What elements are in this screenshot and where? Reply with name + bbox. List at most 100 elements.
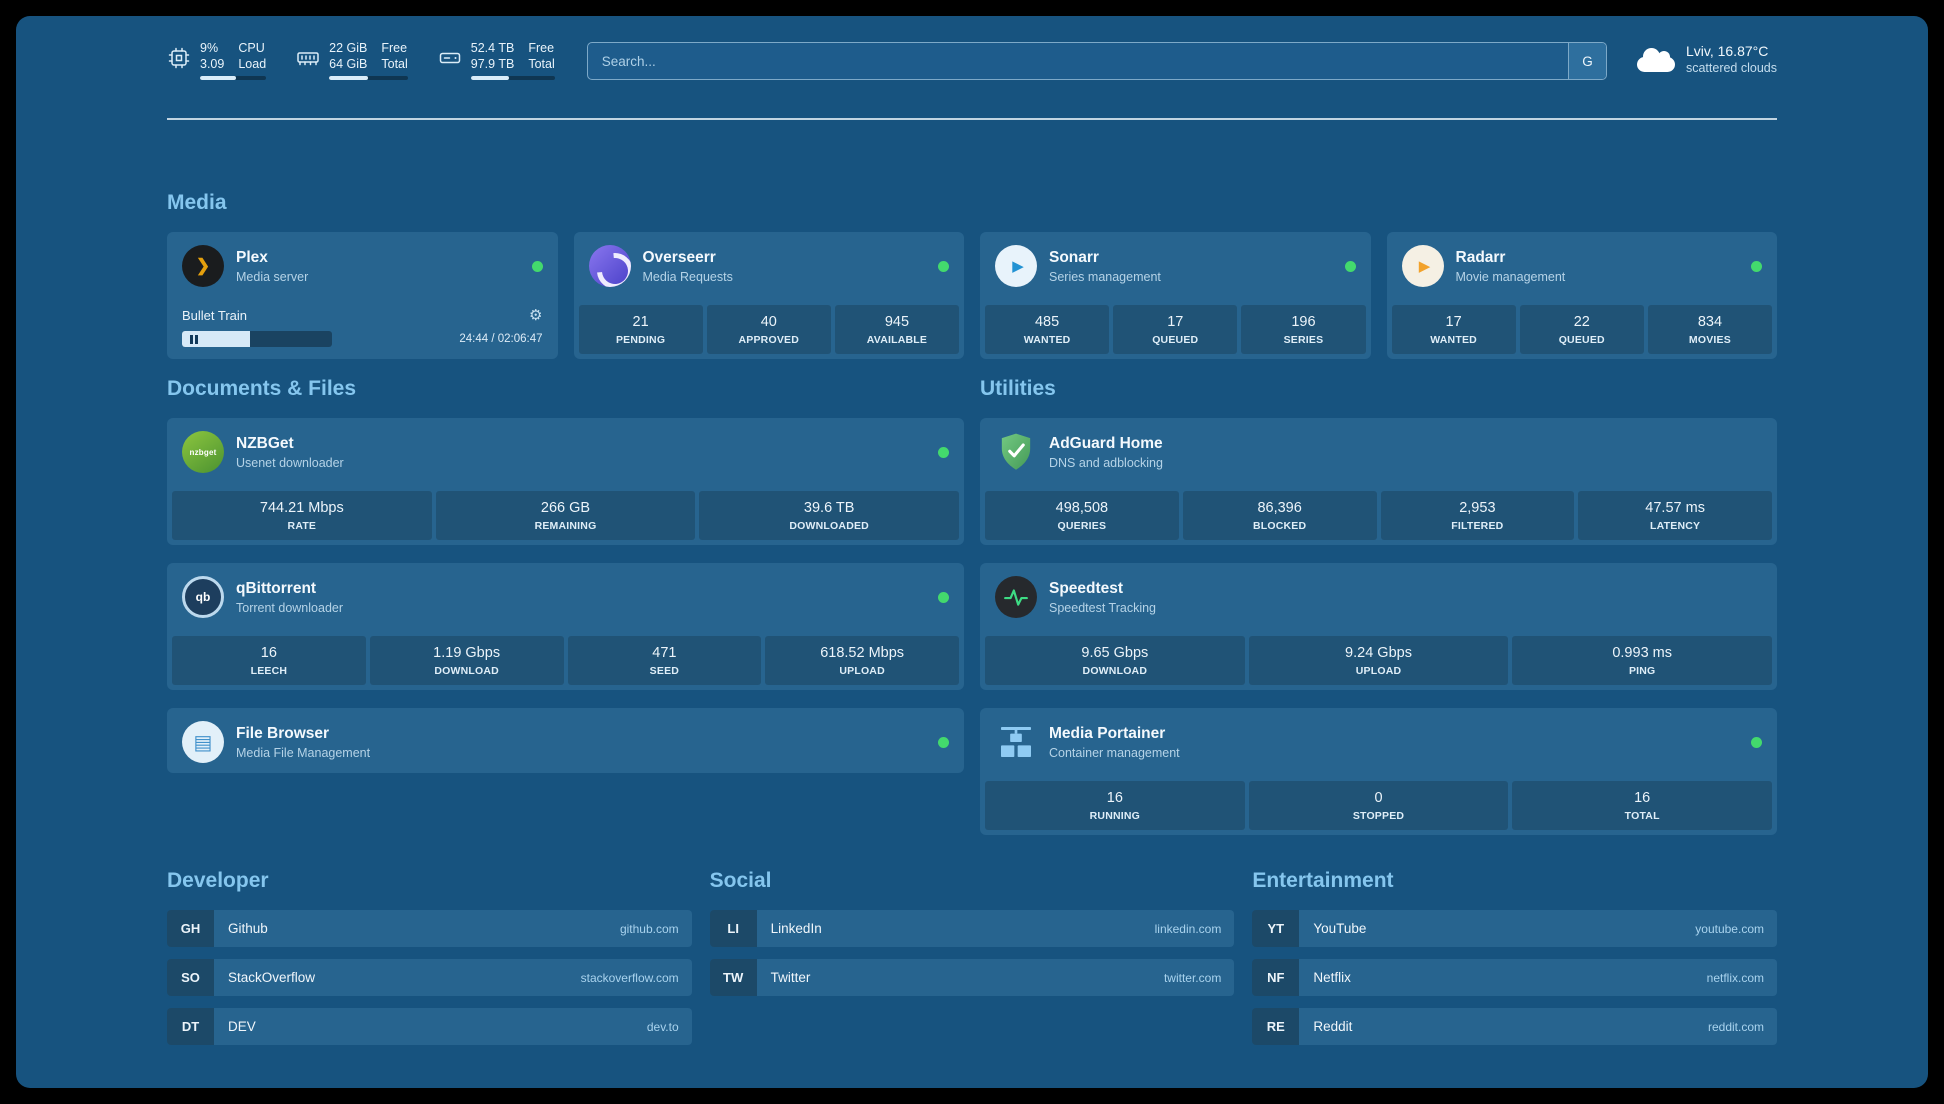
bookmark-url: reddit.com xyxy=(1707,1019,1764,1034)
service-card-speedtest[interactable]: Speedtest Speedtest Tracking 9.65 Gbps D… xyxy=(980,563,1777,690)
bookmark-abbr: SO xyxy=(167,959,214,996)
bookmark-abbr: YT xyxy=(1252,910,1300,947)
nzbget-icon: nzbget xyxy=(182,431,224,473)
sonarr-icon: ▶ xyxy=(995,245,1037,287)
status-dot xyxy=(531,260,543,272)
service-subtitle: Media server xyxy=(236,269,309,284)
cpu-progress-bar xyxy=(200,76,267,80)
service-title: Plex xyxy=(236,248,268,266)
adguard-icon xyxy=(995,431,1037,473)
memory-total-label: Total xyxy=(381,57,408,71)
service-title: qBittorrent xyxy=(236,579,317,597)
search-provider-button[interactable]: G xyxy=(1567,43,1606,79)
service-title: Speedtest xyxy=(1049,579,1124,597)
stat-remaining: 266 GB REMAINING xyxy=(435,491,696,540)
bookmark-linkedin[interactable]: LI LinkedIn linkedin.com xyxy=(709,910,1235,947)
search-bar[interactable]: G xyxy=(586,42,1607,80)
weather-location: Lviv, 16.87°C xyxy=(1685,43,1769,59)
search-input[interactable] xyxy=(586,42,1607,80)
service-subtitle: DNS and adblocking xyxy=(1049,455,1163,470)
playback-progress-fill xyxy=(182,331,250,347)
section-heading-utilities: Utilities xyxy=(980,377,1056,400)
bookmark-name: YouTube xyxy=(1313,921,1367,936)
service-subtitle: Media Requests xyxy=(642,269,733,284)
bookmark-url: stackoverflow.com xyxy=(580,970,679,985)
service-card-overseerr[interactable]: Overseerr Media Requests 21 PENDING 40 A… xyxy=(573,232,964,359)
section-heading-entertainment: Entertainment xyxy=(1252,869,1394,892)
bookmark-netflix[interactable]: NF Netflix netflix.com xyxy=(1252,959,1777,996)
service-stats: 9.65 Gbps DOWNLOAD 9.24 Gbps UPLOAD 0.99… xyxy=(985,628,1773,685)
status-dot xyxy=(1751,736,1762,748)
service-card-plex[interactable]: ❯ Plex Media server Bullet Train ⚙ xyxy=(167,232,558,359)
stat-wanted: 17 WANTED xyxy=(1391,305,1516,354)
disk-widget: 52.4 TB Free 97.9 TB Total xyxy=(438,40,555,80)
weather-condition: scattered clouds xyxy=(1685,61,1777,75)
two-column-sections: Documents & Files nzbget NZBGet Usenet d… xyxy=(167,376,1777,835)
service-stats: 17 WANTED 22 QUEUED 834 MOVIES xyxy=(1391,297,1773,354)
bookmark-name: LinkedIn xyxy=(770,921,822,936)
cpu-widget: 9% CPU 3.09 Load xyxy=(167,40,267,80)
bookmark-abbr: LI xyxy=(709,910,757,947)
bookmark-url: linkedin.com xyxy=(1154,921,1222,936)
service-card-adguard[interactable]: AdGuard Home DNS and adblocking 498,508 … xyxy=(980,418,1777,545)
section-heading-social: Social xyxy=(709,869,772,892)
status-dot xyxy=(938,591,949,603)
status-dot xyxy=(1344,260,1356,272)
bookmark-name: DEV xyxy=(228,1019,256,1034)
stat-total: 16 TOTAL xyxy=(1512,781,1773,830)
service-card-radarr[interactable]: ▶ Radarr Movie management 17 WANTED xyxy=(1386,232,1777,359)
service-subtitle: Usenet downloader xyxy=(236,455,344,470)
status-dot xyxy=(938,446,949,458)
memory-total-value: 64 GiB xyxy=(329,57,368,71)
service-stats: 498,508 QUERIES 86,396 BLOCKED 2,953 FIL… xyxy=(985,483,1772,540)
bookmark-url: github.com xyxy=(619,921,679,936)
bookmark-url: youtube.com xyxy=(1695,921,1764,936)
speedtest-icon xyxy=(995,576,1037,618)
bookmark-abbr: RE xyxy=(1252,1008,1300,1045)
gear-icon[interactable]: ⚙ xyxy=(529,307,543,324)
disk-free-value: 52.4 TB xyxy=(470,41,515,55)
service-card-nzbget[interactable]: nzbget NZBGet Usenet downloader 744.21 M… xyxy=(167,418,964,545)
service-stats: 485 WANTED 17 QUEUED 196 SERIES xyxy=(985,297,1366,354)
section-documents: Documents & Files nzbget NZBGet Usenet d… xyxy=(167,376,964,835)
bookmark-youtube[interactable]: YT YouTube youtube.com xyxy=(1252,910,1777,947)
pause-icon[interactable] xyxy=(190,335,198,344)
stat-latency: 47.57 ms LATENCY xyxy=(1578,491,1772,540)
bookmark-abbr: DT xyxy=(167,1008,214,1045)
service-card-sonarr[interactable]: ▶ Sonarr Series management 485 WANTED xyxy=(980,232,1371,359)
now-playing-title: Bullet Train xyxy=(182,308,248,323)
disk-total-value: 97.9 TB xyxy=(470,57,515,71)
service-subtitle: Container management xyxy=(1049,745,1180,760)
memory-free-label: Free xyxy=(381,41,408,55)
stat-available: 945 AVAILABLE xyxy=(834,305,960,354)
dashboard-panel: 9% CPU 3.09 Load xyxy=(16,16,1928,1088)
memory-widget: 22 GiB Free 64 GiB Total xyxy=(296,40,408,80)
service-card-portainer[interactable]: Media Portainer Container management 16 … xyxy=(980,708,1777,835)
system-widgets: 9% CPU 3.09 Load xyxy=(167,40,555,80)
playback-progress-bar[interactable] xyxy=(182,331,332,347)
stat-pending: 21 PENDING xyxy=(578,305,703,354)
bookmark-dev[interactable]: DT DEV dev.to xyxy=(167,1008,692,1045)
bookmark-url: netflix.com xyxy=(1706,970,1764,985)
bookmark-name: Twitter xyxy=(770,970,811,985)
service-title: AdGuard Home xyxy=(1049,434,1163,452)
memory-icon xyxy=(296,46,320,75)
service-card-filebrowser[interactable]: ▤ File Browser Media File Management xyxy=(167,708,964,773)
bookmark-reddit[interactable]: RE Reddit reddit.com xyxy=(1252,1008,1777,1045)
qbittorrent-icon: qb xyxy=(182,576,224,618)
bookmark-stackoverflow[interactable]: SO StackOverflow stackoverflow.com xyxy=(167,959,692,996)
stat-series: 196 SERIES xyxy=(1241,305,1366,354)
disk-icon xyxy=(438,46,462,75)
stat-downloaded: 39.6 TB DOWNLOADED xyxy=(699,491,960,540)
service-card-qbittorrent[interactable]: qb qBittorrent Torrent downloader 16 LEE… xyxy=(167,563,964,690)
cpu-label: CPU xyxy=(238,41,265,55)
bookmark-twitter[interactable]: TW Twitter twitter.com xyxy=(709,959,1235,996)
cloud-icon xyxy=(1636,47,1675,72)
memory-progress-bar xyxy=(329,76,408,80)
topbar-divider xyxy=(167,118,1777,120)
section-heading-documents: Documents & Files xyxy=(167,377,357,400)
topbar: 9% CPU 3.09 Load xyxy=(167,16,1777,80)
bookmark-github[interactable]: GH Github github.com xyxy=(167,910,692,947)
section-media: Media ❯ Plex Media server Bullet Tr xyxy=(167,190,1777,359)
stat-movies: 834 MOVIES xyxy=(1647,305,1773,354)
